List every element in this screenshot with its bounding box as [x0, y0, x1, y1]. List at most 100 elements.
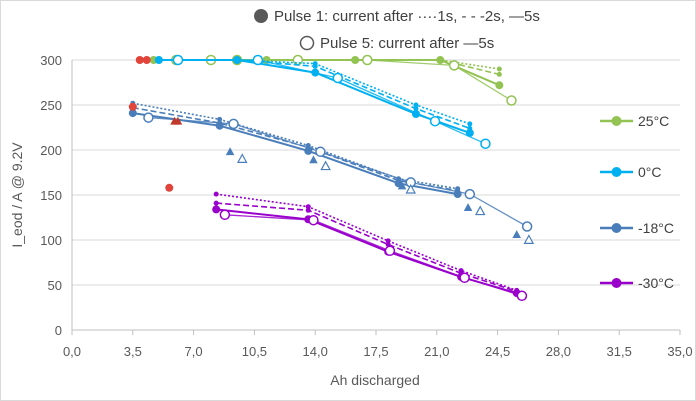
x-tick-label: 35,0	[667, 344, 692, 359]
legend-label: 25°C	[638, 113, 669, 129]
legend-swatch-marker	[611, 278, 622, 288]
data-point-5s	[304, 146, 313, 155]
series-1	[154, 54, 491, 149]
x-tick-label: 14,0	[303, 344, 328, 359]
data-point-5s	[453, 190, 462, 199]
legend-item: -30°C	[600, 275, 674, 291]
x-tick-label: 31,5	[607, 344, 632, 359]
data-point-5s	[495, 81, 504, 90]
red-data-point	[165, 183, 174, 192]
x-tick-label: 21,0	[424, 344, 449, 359]
data-point-pulse5	[506, 95, 517, 106]
data-point-5s	[233, 56, 242, 64]
data-point-pulse5	[172, 54, 184, 66]
y-tick-label: 100	[40, 233, 62, 248]
data-point-pulse5	[292, 54, 304, 66]
red-data-point	[135, 56, 144, 64]
x-axis-title: Ah discharged	[330, 372, 420, 388]
data-point-1s	[213, 191, 219, 197]
data-point-pulse5	[332, 72, 344, 84]
data-point-pulse5	[521, 221, 533, 232]
triangle-marker-filled	[463, 203, 473, 211]
triangle-marker-filled	[397, 181, 407, 190]
data-point-5s	[154, 56, 163, 64]
y-tick-label: 200	[40, 143, 62, 158]
x-tick-label: 24,5	[485, 344, 510, 359]
triangle-marker-open	[405, 183, 417, 194]
legend-label: -18°C	[638, 220, 674, 236]
data-point-pulse5	[429, 115, 441, 127]
legend-swatch-marker	[611, 223, 622, 233]
series-line-1s	[216, 193, 517, 292]
data-point-5s	[411, 110, 420, 118]
data-point-5s	[465, 128, 474, 137]
legend-item: 0°C	[600, 164, 662, 180]
annotation-pulse1: Pulse 1: current after ····1s, - - -2s, …	[254, 8, 540, 25]
annotation-pulse5-text: Pulse 5: current after —5s	[320, 35, 494, 52]
data-point-pulse5	[252, 54, 264, 66]
x-tick-label: 10,5	[242, 344, 267, 359]
data-point-pulse5	[464, 188, 476, 200]
annotation-pulse5: Pulse 5: current after —5s	[299, 35, 494, 52]
legend-label: -30°C	[638, 275, 674, 291]
red-data-point	[128, 102, 137, 111]
data-point-pulse5	[448, 60, 460, 71]
red-triangle-marker	[173, 116, 183, 125]
data-point-1s	[496, 66, 502, 72]
x-tick-label: 7,0	[185, 344, 203, 359]
y-tick-label: 250	[40, 98, 62, 113]
series-3	[212, 191, 528, 302]
data-point-2s	[312, 63, 318, 69]
y-tick-label: 0	[55, 323, 62, 338]
legend: 25°C 0°C -18°C -30°C	[600, 113, 674, 291]
data-point-pulse5	[143, 112, 154, 123]
data-point-pulse5	[308, 214, 319, 226]
legend-swatch-marker	[611, 167, 622, 177]
data-point-2s	[496, 71, 502, 77]
data-point-1s	[413, 102, 419, 108]
triangle-marker-open	[236, 153, 248, 163]
data-point-pulse5	[315, 146, 326, 158]
x-tick-label: 0,0	[63, 344, 81, 359]
filled-circle-marker-icon	[254, 9, 268, 23]
red-data-point	[142, 56, 151, 64]
annotation-pulse1-text: Pulse 1: current after ····1s, - - -2s, …	[274, 8, 540, 25]
data-point-1s	[305, 204, 311, 210]
y-tick-label: 150	[40, 188, 62, 203]
data-point-2s	[305, 207, 311, 213]
data-series	[128, 54, 535, 302]
y-tick-labels: 0 50 100 150 200 250 300	[40, 53, 62, 338]
legend-swatch-marker	[611, 116, 622, 126]
data-point-5s	[436, 56, 445, 64]
x-tick-labels: 0,0 3,5 7,0 10,5 14,0 17,5 21,0 24,5 28,0 31,5 35,…	[63, 344, 693, 359]
axes	[71, 60, 681, 335]
triangle-marker-open	[474, 205, 486, 216]
data-point-pulse5	[384, 245, 396, 257]
data-point-1s	[467, 121, 473, 127]
legend-item: 25°C	[600, 113, 669, 129]
x-tick-label: 28,0	[546, 344, 571, 359]
legend-label: 0°C	[638, 164, 662, 180]
x-tick-label: 17,5	[363, 344, 388, 359]
triangle-marker-filled	[225, 147, 235, 156]
triangle-marker-open	[523, 234, 535, 244]
open-circle-marker-icon	[299, 35, 315, 51]
data-point-pulse5	[362, 54, 373, 66]
triangle-marker-filled	[512, 230, 521, 238]
data-point-pulse5	[228, 118, 239, 130]
legend-item: -18°C	[600, 220, 674, 236]
y-tick-label: 50	[48, 278, 62, 293]
data-point-pulse5	[480, 138, 491, 149]
y-tick-label: 300	[40, 53, 62, 68]
triangle-marker-open	[320, 160, 331, 171]
data-point-5s	[128, 109, 137, 118]
data-point-pulse5	[459, 272, 470, 284]
data-point-5s	[351, 56, 360, 64]
data-point-1s	[385, 238, 391, 244]
data-point-5s	[311, 68, 320, 77]
data-point-2s	[413, 106, 419, 112]
data-point-5s	[212, 205, 221, 214]
red-markers	[128, 56, 183, 192]
